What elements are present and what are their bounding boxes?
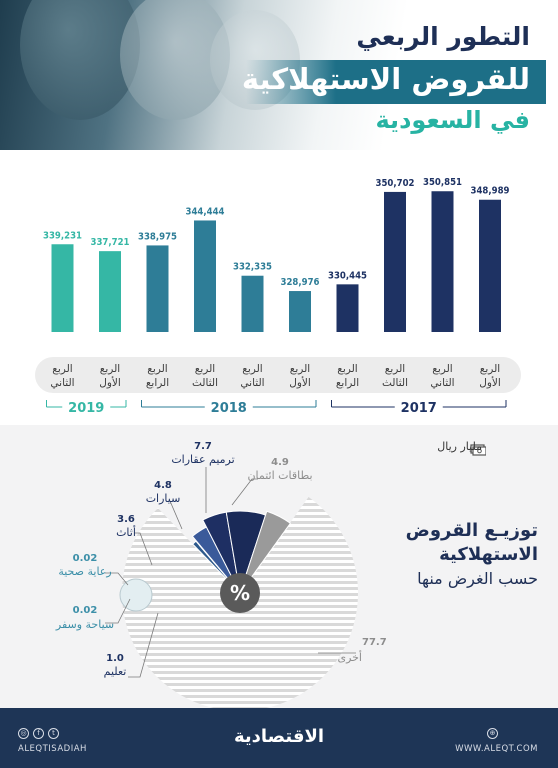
bar xyxy=(194,220,216,332)
slice-value-label: 77.7 xyxy=(362,637,387,648)
title-band xyxy=(246,60,546,104)
title-line2: للقروض الاستهلاكية xyxy=(241,62,530,96)
leader-line xyxy=(128,612,159,678)
category-label-line2: الثاني xyxy=(240,377,264,389)
bar-value-label: 332,335 xyxy=(233,262,272,273)
brand-logo: الاقتصادية xyxy=(233,726,325,747)
bar-value-label: 350,702 xyxy=(376,178,415,189)
website-link[interactable]: WWW.ALEQT.COM xyxy=(455,744,538,754)
footer: الاقتصادية ◎ f t ALEQTISADIAH ⊕ WWW.ALEQ… xyxy=(0,708,558,768)
category-label-line1: الربع xyxy=(432,363,452,375)
year-label: 2017 xyxy=(401,401,437,416)
bar xyxy=(51,244,74,332)
category-label-line1: الربع xyxy=(242,363,262,375)
bar xyxy=(241,275,264,332)
category-label-line1: الربع xyxy=(385,363,405,375)
pie-title-line3: حسب الغرض منها xyxy=(417,569,538,588)
category-strip xyxy=(35,357,521,393)
bar-value-label: 348,989 xyxy=(471,186,510,197)
category-label-line2: الأول xyxy=(99,376,121,389)
bar xyxy=(431,191,454,332)
slice-name-label: أثاث xyxy=(116,525,136,539)
slice-value-label: 4.9 xyxy=(271,457,289,468)
pie-title-line2: الاستهلاكية xyxy=(439,544,538,565)
bar xyxy=(289,291,311,332)
bar xyxy=(336,284,359,332)
bar-value-label: 338,975 xyxy=(138,231,177,242)
slice-name-label: تعليم xyxy=(104,665,127,678)
header: التطور الربعي للقروض الاستهلاكية في السع… xyxy=(0,0,558,150)
slice-name-label: ترميم عقارات xyxy=(171,453,234,466)
category-label-line2: الثاني xyxy=(50,377,74,389)
pie-title: توزيـع القروض الاستهلاكية حسب الغرض منها xyxy=(363,519,538,591)
category-label-line2: الثالث xyxy=(382,377,408,389)
unit-label: مليار ريال xyxy=(437,440,482,453)
title-line3: في السعودية xyxy=(375,106,531,134)
slice-name-label: سيارات xyxy=(146,492,181,505)
pie-title-line1: توزيـع القروض xyxy=(405,520,538,541)
category-label-line1: الربع xyxy=(147,363,167,375)
year-label: 2018 xyxy=(211,401,247,416)
percent-icon: % xyxy=(230,581,250,605)
bar-value-label: 330,445 xyxy=(328,270,367,281)
category-label-line2: الرابع xyxy=(336,377,359,389)
leader-line xyxy=(169,500,183,530)
category-label-line1: الربع xyxy=(195,363,215,375)
category-label-line1: الربع xyxy=(100,363,120,375)
category-label-line2: الأول xyxy=(479,376,501,389)
slice-name-label: أخرى xyxy=(337,650,362,664)
bar xyxy=(146,245,169,332)
zoom-lens xyxy=(119,578,153,612)
leader-line xyxy=(105,572,129,586)
title-line1: التطور الربعي xyxy=(356,22,530,51)
bar-value-label: 328,976 xyxy=(281,277,320,288)
category-label-line2: الثالث xyxy=(192,377,218,389)
category-label-line1: الربع xyxy=(52,363,72,375)
bar xyxy=(479,199,501,332)
category-label-line2: الأول xyxy=(289,376,311,389)
bar-value-label: 337,721 xyxy=(91,237,130,248)
slice-value-label: 4.8 xyxy=(154,480,172,491)
bar-value-label: 339,231 xyxy=(43,230,82,241)
slice-value-label: 7.7 xyxy=(194,441,212,452)
globe-icon: ⊕ xyxy=(487,728,498,739)
bar-value-label: 344,444 xyxy=(186,206,225,217)
slice-name-label: بطاقات ائتمان xyxy=(247,469,312,482)
category-label-line1: الربع xyxy=(337,363,357,375)
bar xyxy=(99,251,121,332)
bar-value-label: 350,851 xyxy=(423,177,462,188)
category-label-line2: الرابع xyxy=(146,377,169,389)
slice-credit-cards xyxy=(239,510,292,594)
slice-value-label: 3.6 xyxy=(117,514,135,525)
slice-name-label: رعاية صحية xyxy=(58,565,111,578)
category-label-line1: الربع xyxy=(480,363,500,375)
year-label: 2019 xyxy=(68,401,104,416)
category-label-line2: الثاني xyxy=(430,377,454,389)
quarterly-bar-chart: 348,989الربعالأول350,851الربعالثاني350,7… xyxy=(35,177,521,416)
percent-icon-bg xyxy=(220,573,260,613)
social-handle[interactable]: ALEQTISADIAH xyxy=(18,744,87,754)
slice-value-label: 0.02 xyxy=(73,553,98,564)
category-label-line1: الربع xyxy=(290,363,310,375)
slice-value-label: 0.02 xyxy=(73,605,98,616)
leader-line xyxy=(105,598,131,624)
pie-section: % 77.7 أخرى 1.0 تعليم 0.02 سياحة وسفر 0.02 رعاية… xyxy=(0,425,558,708)
banknote-icon xyxy=(470,444,486,456)
facebook-icon[interactable]: f xyxy=(33,728,44,739)
bar xyxy=(384,191,406,332)
slice-value-label: 1.0 xyxy=(106,653,124,664)
leader-line xyxy=(231,478,258,506)
instagram-icon[interactable]: ◎ xyxy=(18,728,29,739)
leader-line xyxy=(134,532,153,566)
twitter-icon[interactable]: t xyxy=(48,728,59,739)
slice-name-label: سياحة وسفر xyxy=(55,618,114,631)
